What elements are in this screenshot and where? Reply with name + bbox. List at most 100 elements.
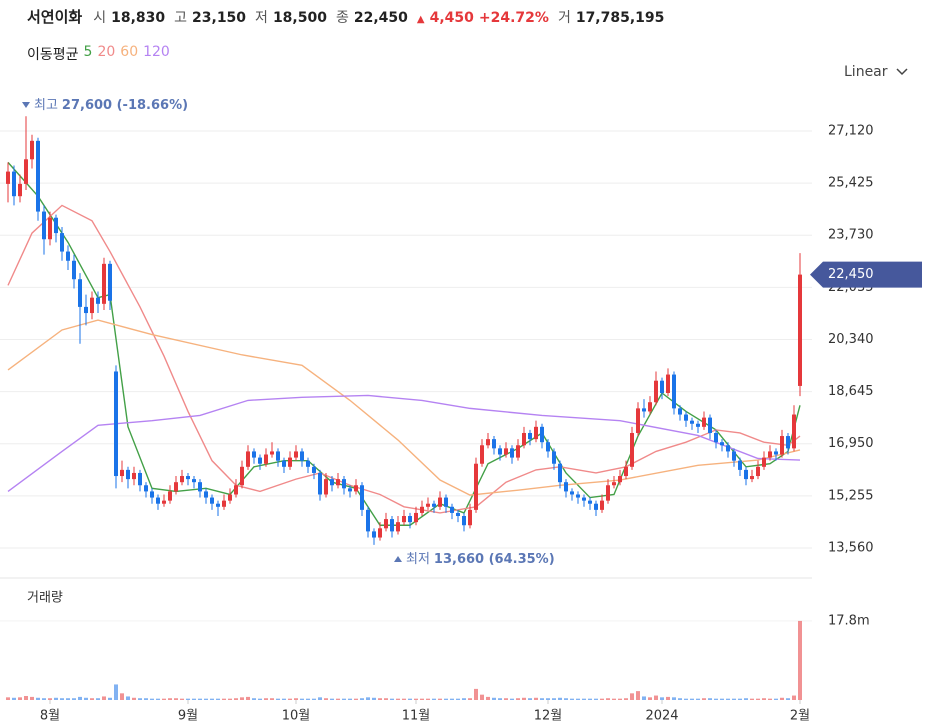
candle-body [318,472,322,495]
candle-body [216,503,220,507]
y-tick-label: 27,120 [828,123,874,138]
volume-bar [162,698,166,700]
volume-bar [600,698,604,700]
volume-bar [156,698,160,700]
volume-bar [756,698,760,700]
candle-body [210,497,214,504]
label: 시 [93,10,107,26]
volume-bar [420,698,424,700]
low-label: 최저 [406,552,430,567]
candle-body [774,451,778,455]
candle-body [204,491,208,498]
volume-bar [30,696,34,700]
candle-body [582,497,586,501]
ma-title: 이동평균 [27,47,79,63]
volume-bar [576,698,580,700]
y-tick-label: 18,645 [828,384,874,399]
volume-bar [210,698,214,700]
candle-body [654,380,658,403]
volume-bar [48,698,52,700]
x-tick-label: 10월 [282,709,311,724]
volume-bar [630,693,634,700]
candle-body [636,408,640,433]
volume-bar [636,691,640,700]
candle-body [54,217,58,234]
volume-bar [240,697,244,700]
candle-body [798,274,802,386]
volume-bar [612,698,616,700]
candle-body [132,472,136,480]
volume-bar [738,698,742,700]
candle-body [114,371,118,477]
volume-bar [504,698,508,700]
candle-body [252,451,256,458]
candle-body [120,469,124,477]
y-tick-label: 15,255 [828,488,874,503]
candle-body [408,516,412,523]
candle-body [288,457,292,467]
low-marker [394,556,402,562]
volume-bar [510,698,514,700]
candle-body [84,306,88,314]
y-tick-label: 23,730 [828,228,874,243]
candle-body [732,451,736,461]
stock-name: 서연이화 [27,8,83,26]
value: 22,450 [353,10,408,26]
volume-bar [762,698,766,700]
candle-body [594,503,598,510]
volume-bar [666,696,670,700]
candle-body [744,469,748,480]
volume-bar [528,698,532,700]
candle-body [624,466,628,477]
candle-body [552,451,556,464]
volume-bar [222,698,226,700]
candle-body [96,297,100,304]
label: 저 [255,10,268,26]
volume-bar [78,696,82,700]
volume-bar [102,696,106,700]
candle-body [144,485,148,492]
volume-bar [708,698,712,700]
volume-bar [540,698,544,700]
scale-dropdown[interactable]: Linear [844,64,908,80]
volume-bar [396,698,400,700]
value: 18,500 [272,10,327,26]
volume-bar [720,698,724,700]
volume-bar [204,698,208,700]
candle-body [162,500,166,504]
candle-body [360,485,364,510]
volume-bar [372,697,376,700]
volume-tick-label: 17.8m [828,613,870,628]
candle-body [234,485,238,495]
volume-bar [594,698,598,700]
candle-body [534,426,538,440]
candle-body [240,466,244,486]
volume-bar [498,698,502,700]
candle-body [480,445,484,464]
volume-bar [558,697,562,700]
last-price-label: 22,450 [828,267,874,282]
candle-body [618,476,622,483]
candle-body [498,448,502,455]
up-arrow: ▲ [416,14,425,25]
candle-body [588,500,592,504]
candle-body [486,439,490,446]
candle-body [780,436,784,455]
candle-body [474,463,478,510]
volume-bar [342,698,346,700]
candle-body [702,417,706,427]
value: 18,830 [111,10,166,26]
volume-bar [444,698,448,700]
candle-body [24,159,28,184]
volume-bar [480,694,484,700]
volume-bar [786,698,790,700]
candle-body [648,402,652,412]
candle-body [666,374,670,394]
volume-bar [360,698,364,700]
candle-body [378,528,382,538]
ma-period: 60 [120,44,139,60]
candle-body [690,420,694,424]
candle-body [684,414,688,421]
